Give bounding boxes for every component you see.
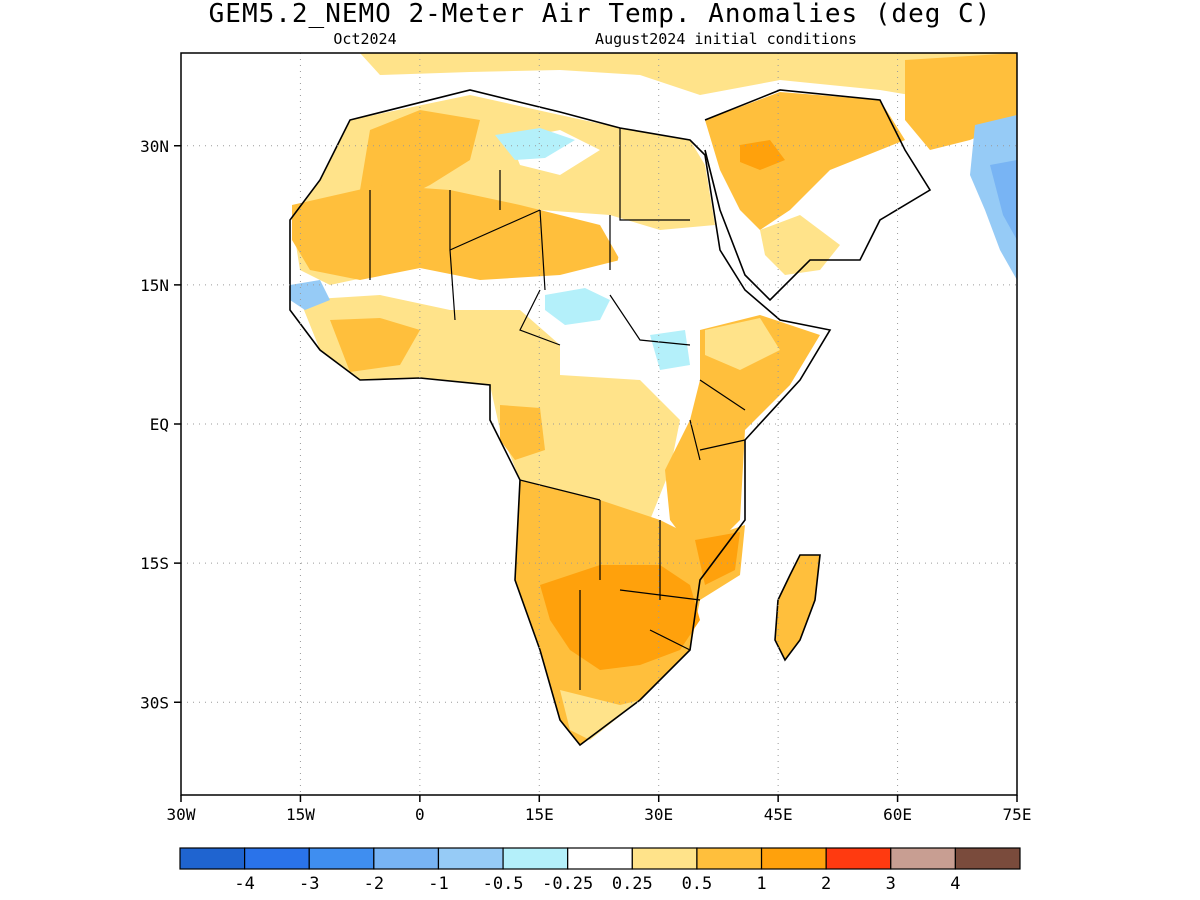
colorbar-swatch — [954, 847, 1021, 870]
colorbar-swatch — [696, 847, 763, 870]
lat-tick-label: 30S — [140, 693, 169, 712]
lon-tick-label: 45E — [764, 805, 793, 824]
lat-tick-label: EQ — [150, 415, 169, 434]
plot-area — [181, 53, 1017, 795]
colorbar-swatch — [760, 847, 827, 870]
colorbar-label: 4 — [950, 874, 960, 894]
lon-tick-label: 15W — [286, 805, 315, 824]
colorbar-label: -0.5 — [483, 874, 524, 894]
colorbar-swatch — [373, 847, 440, 870]
colorbar-label: -2 — [364, 874, 384, 894]
arabia-coastline — [704, 89, 932, 302]
country-borders — [369, 128, 746, 690]
lat-tick-label: 30N — [140, 137, 169, 156]
colorbar-swatch — [567, 847, 633, 870]
madagascar-anomaly — [775, 555, 820, 660]
map-title: GEM5.2_NEMO 2-Meter Air Temp. Anomalies … — [209, 0, 992, 29]
lat-tick-label: 15N — [140, 276, 169, 295]
initial-conditions: August2024 initial conditions — [595, 30, 857, 48]
lon-tick-label: 0 — [415, 805, 425, 824]
longitude-ticks: 30W 15W 0 15E 30E 45E 60E 75E — [167, 795, 1032, 824]
madagascar-coastline — [774, 554, 821, 662]
south-coast-pale — [560, 690, 640, 740]
colorbar-swatch — [502, 847, 569, 870]
sahara-blue-patch — [495, 128, 575, 160]
lon-tick-label: 60E — [883, 805, 912, 824]
east-africa-pale — [705, 318, 780, 370]
africa-coastline — [289, 89, 832, 747]
coastlines-borders — [289, 89, 932, 747]
lon-tick-label: 15E — [525, 805, 554, 824]
sahel-west-anomaly — [292, 185, 620, 280]
lat-lon-grid — [181, 53, 1017, 795]
colorbar-swatch — [631, 847, 698, 870]
arabia-hotspot — [740, 140, 785, 170]
lon-tick-label: 30W — [167, 805, 196, 824]
iran-pakistan-cool-core — [990, 160, 1017, 240]
colorbar-label: 2 — [821, 874, 831, 894]
chad-sudan-cool — [545, 288, 610, 325]
lon-tick-label: 75E — [1003, 805, 1032, 824]
colorbar-label: -1 — [428, 874, 448, 894]
colorbar: -4 -3 -2 -1 -0.5 -0.25 0.25 0.5 1 2 3 4 — [179, 847, 1021, 894]
colorbar-swatch — [244, 847, 310, 870]
mediterranean-north — [360, 53, 1017, 100]
latitude-ticks: 30N 15N EQ 15S 30S — [140, 137, 181, 712]
colorbar-label: 0.5 — [682, 874, 713, 894]
sudan-cool-east — [650, 330, 690, 370]
colorbar-swatch — [179, 847, 246, 870]
colorbar-label: 3 — [886, 874, 896, 894]
east-africa-anomaly — [665, 315, 820, 560]
iran-pakistan-cool — [970, 115, 1017, 280]
colorbar-label: 0.25 — [612, 874, 653, 894]
colorbar-swatch — [437, 847, 504, 870]
colorbar-label: 1 — [756, 874, 766, 894]
lon-tick-label: 30E — [644, 805, 673, 824]
sudan-white-patch — [610, 245, 720, 330]
arabia-anomaly — [705, 92, 905, 230]
colorbar-label: -0.25 — [542, 874, 593, 894]
colorbar-swatch — [308, 847, 375, 870]
colorbar-label: -4 — [234, 874, 254, 894]
west-africa-orange — [330, 318, 420, 372]
lat-tick-label: 15S — [140, 554, 169, 573]
forecast-month: Oct2024 — [333, 30, 396, 48]
gabon-orange — [500, 405, 545, 460]
colorbar-swatch — [825, 847, 892, 870]
colorbar-label: -3 — [299, 874, 319, 894]
colorbar-swatch — [890, 847, 956, 870]
